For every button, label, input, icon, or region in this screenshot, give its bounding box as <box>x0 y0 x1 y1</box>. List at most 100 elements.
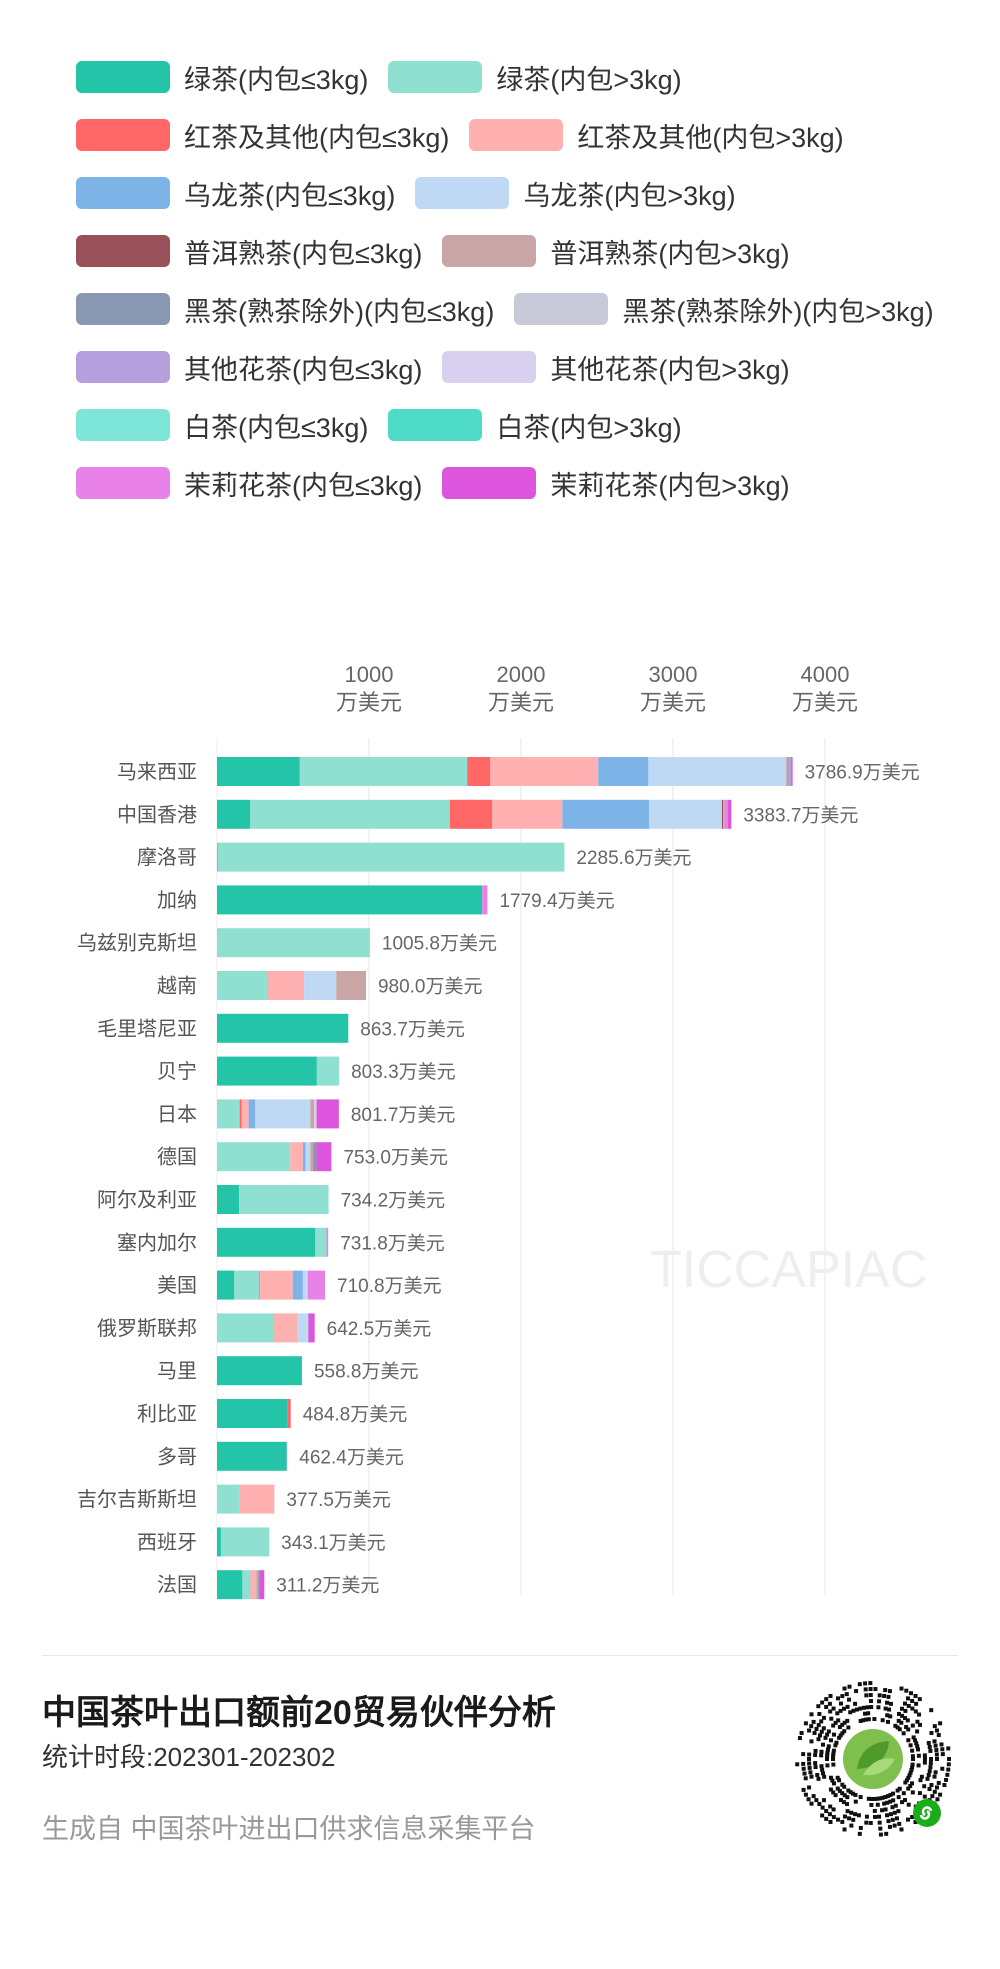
legend-label: 红茶及其他(内包>3kg) <box>577 122 844 153</box>
bar-segment <box>217 757 300 786</box>
legend-label: 绿茶(内包≤3kg) <box>184 64 369 95</box>
legend-item[interactable]: 绿茶(内包>3kg) <box>388 58 682 97</box>
legend-row: 茉莉花茶(内包≤3kg) 茉莉花茶(内包>3kg) <box>76 454 1000 512</box>
bar-segment <box>307 1270 326 1300</box>
legend-swatch <box>76 351 170 383</box>
bar-segment <box>290 1142 303 1172</box>
bar-segment <box>724 799 728 829</box>
bar-segment <box>217 1356 302 1386</box>
bar-segment <box>220 1527 270 1557</box>
legend-item[interactable]: 其他花茶(内包>3kg) <box>442 348 790 387</box>
category-label: 毛里塔尼亚 <box>97 1017 197 1040</box>
legend-item[interactable]: 茉莉花茶(内包>3kg) <box>442 464 790 503</box>
statistics-period: 统计时段:202301-202302 <box>42 1742 336 1772</box>
bar-segment <box>217 971 269 1000</box>
bar-segment <box>217 1527 221 1557</box>
legend-row: 普洱熟茶(内包≤3kg) 普洱熟茶(内包>3kg) <box>76 222 1000 280</box>
legend-item[interactable]: 乌龙茶(内包>3kg) <box>415 174 736 213</box>
category-label: 德国 <box>157 1146 197 1169</box>
value-label: 731.8万美元 <box>340 1232 445 1254</box>
legend-row: 红茶及其他(内包≤3kg) 红茶及其他(内包>3kg) <box>76 106 1000 164</box>
bar-segment <box>723 799 725 829</box>
bar-segment <box>217 799 251 829</box>
x-tick-label: 3000 <box>649 662 698 687</box>
legend-swatch <box>76 119 170 151</box>
value-label: 1779.4万美元 <box>499 890 614 912</box>
bar-segment <box>241 1099 249 1129</box>
legend-swatch <box>415 177 510 209</box>
legend-swatch <box>388 61 483 93</box>
bar-segment <box>787 757 789 786</box>
bar-segment <box>268 971 305 1000</box>
category-label: 塞内加尔 <box>117 1231 197 1254</box>
bar-segment <box>242 1570 251 1600</box>
category-label: 阿尔及利亚 <box>97 1189 197 1212</box>
category-label: 吉尔吉斯斯坦 <box>77 1488 197 1511</box>
bar-segment <box>336 971 366 1000</box>
legend-label: 乌龙茶(内包>3kg) <box>523 180 736 211</box>
legend-item[interactable]: 绿茶(内包≤3kg) <box>76 58 368 97</box>
legend-item[interactable]: 红茶及其他(内包>3kg) <box>469 116 844 155</box>
bar-segment <box>310 1099 315 1129</box>
footer-divider <box>42 1655 958 1656</box>
bar-segment <box>217 1099 240 1129</box>
legend-label: 茉莉花茶(内包>3kg) <box>550 470 790 501</box>
bar-segment <box>299 757 468 786</box>
legend-item[interactable]: 普洱熟茶(内包≤3kg) <box>76 232 422 271</box>
value-label: 377.5万美元 <box>286 1489 391 1511</box>
legend-label: 黑茶(熟茶除外)(内包≤3kg) <box>184 296 495 327</box>
bar-segment <box>316 1056 340 1086</box>
legend-label: 绿茶(内包>3kg) <box>496 64 682 95</box>
bar-segment <box>255 1099 311 1129</box>
legend-row: 乌龙茶(内包≤3kg) 乌龙茶(内包>3kg) <box>76 164 1000 222</box>
bar-segment <box>302 1142 306 1172</box>
legend-label: 普洱熟茶(内包>3kg) <box>550 238 790 269</box>
value-label: 863.7万美元 <box>360 1018 465 1040</box>
legend-swatch <box>514 293 609 325</box>
value-label: 343.1万美元 <box>281 1532 386 1554</box>
legend-label: 普洱熟茶(内包≤3kg) <box>184 238 423 269</box>
legend-item[interactable]: 白茶(内包>3kg) <box>388 406 682 445</box>
bar-segment <box>217 842 565 872</box>
value-label: 642.5万美元 <box>327 1318 432 1340</box>
legend-item[interactable]: 茉莉花茶(内包≤3kg) <box>76 464 422 503</box>
legend-swatch <box>76 293 170 325</box>
bar-segment <box>217 1570 243 1600</box>
mini-program-qr-code[interactable] <box>791 1677 955 1841</box>
bar-segment <box>287 1399 291 1428</box>
value-label: 753.0万美元 <box>343 1147 448 1169</box>
bar-segment <box>250 799 450 829</box>
bar-segment <box>217 928 369 958</box>
legend-swatch <box>442 467 537 499</box>
bar-segment <box>727 799 732 829</box>
category-label: 中国香港 <box>117 803 197 826</box>
legend-item[interactable]: 黑茶(熟茶除外)(内包≤3kg) <box>76 290 494 329</box>
x-tick-unit: 万美元 <box>488 690 554 715</box>
x-tick-label: 2000 <box>497 662 546 687</box>
legend-item[interactable]: 黑茶(熟茶除外)(内包>3kg) <box>514 290 934 329</box>
bar-segment <box>467 757 491 786</box>
category-label: 西班牙 <box>137 1531 197 1554</box>
bar-segment <box>217 842 218 872</box>
category-label: 贝宁 <box>157 1060 197 1083</box>
legend-item[interactable]: 其他花茶(内包≤3kg) <box>76 348 422 387</box>
legend-item[interactable]: 乌龙茶(内包≤3kg) <box>76 174 395 213</box>
category-label: 多哥 <box>157 1445 197 1468</box>
legend-item[interactable]: 白茶(内包≤3kg) <box>76 406 368 445</box>
bar-segment <box>313 1142 317 1172</box>
bar-segment <box>791 757 793 786</box>
legend-item[interactable]: 普洱熟茶(内包>3kg) <box>442 232 790 271</box>
value-label: 462.4万美元 <box>299 1446 404 1468</box>
value-label: 980.0万美元 <box>378 976 483 998</box>
legend-row: 白茶(内包≤3kg) 白茶(内包>3kg) <box>76 396 1000 454</box>
bar-segment <box>316 1142 332 1172</box>
bar-segment <box>306 1270 308 1300</box>
chart-legend: 绿茶(内包≤3kg) 绿茶(内包>3kg) 红茶及其他(内包≤3kg) 红茶及其他(内… <box>76 48 1000 512</box>
bar-segment <box>286 1441 288 1471</box>
bar-segment <box>314 1099 317 1129</box>
legend-item[interactable]: 红茶及其他(内包≤3kg) <box>76 116 449 155</box>
bar-segment <box>259 1270 293 1300</box>
legend-label: 其他花茶(内包≤3kg) <box>184 354 423 385</box>
bar-segment <box>259 1570 265 1600</box>
bar-segment <box>305 1142 311 1172</box>
